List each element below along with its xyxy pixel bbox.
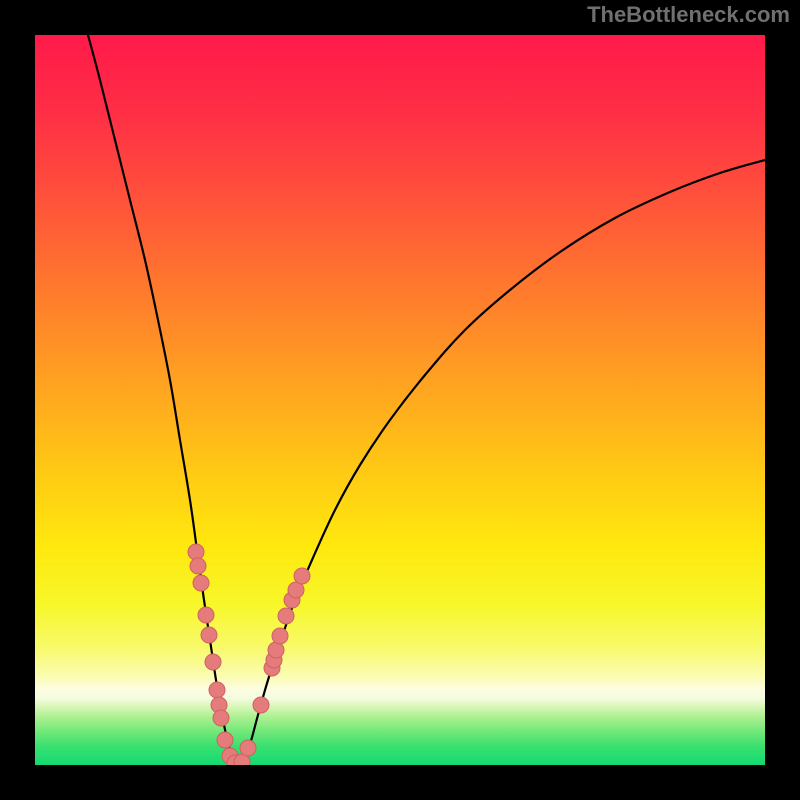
watermark-label: TheBottleneck.com	[587, 2, 790, 28]
data-marker	[209, 682, 225, 698]
plot-area	[35, 35, 765, 765]
data-marker	[198, 607, 214, 623]
chart-svg	[0, 0, 800, 800]
data-marker	[213, 710, 229, 726]
data-marker	[217, 732, 233, 748]
data-marker	[240, 740, 256, 756]
data-marker	[253, 697, 269, 713]
data-marker	[272, 628, 288, 644]
data-marker	[268, 642, 284, 658]
data-marker	[190, 558, 206, 574]
data-marker	[193, 575, 209, 591]
data-marker	[205, 654, 221, 670]
data-marker	[201, 627, 217, 643]
data-marker	[188, 544, 204, 560]
chart-root: TheBottleneck.com	[0, 0, 800, 800]
data-marker	[294, 568, 310, 584]
data-marker	[278, 608, 294, 624]
